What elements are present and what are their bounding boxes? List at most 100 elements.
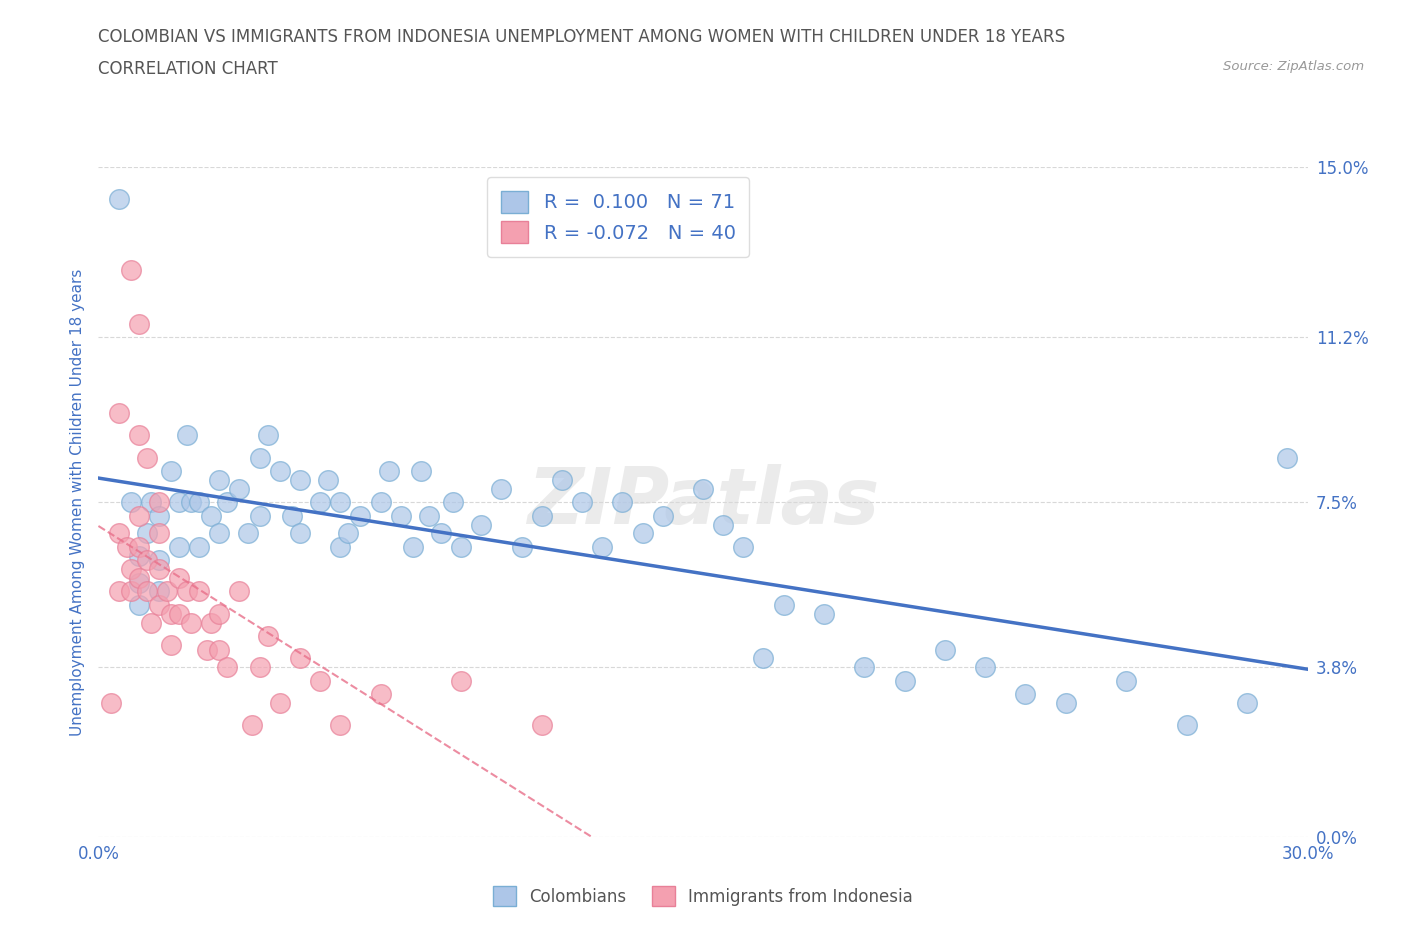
Point <box>167 606 190 621</box>
Point <box>337 526 360 541</box>
Legend: Colombians, Immigrants from Indonesia: Colombians, Immigrants from Indonesia <box>486 880 920 912</box>
Point <box>1014 686 1036 701</box>
Point <box>200 616 222 631</box>
Point <box>288 526 311 541</box>
Point <box>329 718 352 733</box>
Point <box>349 508 371 523</box>
Point <box>1277 450 1299 465</box>
Point <box>530 718 553 733</box>
Point <box>612 495 634 510</box>
Point <box>160 463 183 478</box>
Point <box>236 526 259 541</box>
Text: ZIPatlas: ZIPatlas <box>527 464 879 540</box>
Point <box>370 686 392 701</box>
Y-axis label: Unemployment Among Women with Children Under 18 years: Unemployment Among Women with Children U… <box>69 269 84 736</box>
Point <box>128 571 150 586</box>
Point <box>156 584 179 599</box>
Point <box>148 597 170 612</box>
Point <box>772 597 794 612</box>
Point <box>208 472 231 487</box>
Point <box>1054 696 1077 711</box>
Point <box>256 428 278 443</box>
Point <box>491 482 513 497</box>
Point <box>135 584 157 599</box>
Point <box>180 495 202 510</box>
Point <box>217 495 239 510</box>
Point <box>288 472 311 487</box>
Point <box>402 539 425 554</box>
Point <box>631 526 654 541</box>
Point <box>309 673 332 688</box>
Point <box>281 508 304 523</box>
Point <box>128 575 150 590</box>
Point <box>389 508 412 523</box>
Point <box>115 539 138 554</box>
Point <box>853 660 876 675</box>
Point <box>120 584 142 599</box>
Point <box>269 696 291 711</box>
Point <box>228 482 250 497</box>
Point <box>188 539 211 554</box>
Point <box>188 495 211 510</box>
Point <box>1175 718 1198 733</box>
Point <box>107 584 129 599</box>
Point <box>128 508 150 523</box>
Point <box>329 495 352 510</box>
Point <box>217 660 239 675</box>
Point <box>128 539 150 554</box>
Point <box>160 606 183 621</box>
Point <box>208 642 231 657</box>
Point <box>128 316 150 331</box>
Point <box>200 508 222 523</box>
Legend: R =  0.100   N = 71, R = -0.072   N = 40: R = 0.100 N = 71, R = -0.072 N = 40 <box>488 177 749 257</box>
Point <box>195 642 218 657</box>
Point <box>1236 696 1258 711</box>
Point <box>100 696 122 711</box>
Point <box>148 508 170 523</box>
Point <box>470 517 492 532</box>
Point <box>249 508 271 523</box>
Point <box>228 584 250 599</box>
Point <box>139 495 162 510</box>
Point <box>651 508 673 523</box>
Point <box>934 642 956 657</box>
Point <box>148 495 170 510</box>
Point <box>249 660 271 675</box>
Text: Source: ZipAtlas.com: Source: ZipAtlas.com <box>1223 60 1364 73</box>
Point <box>148 552 170 567</box>
Point <box>752 651 775 666</box>
Point <box>510 539 533 554</box>
Point <box>377 463 399 478</box>
Point <box>269 463 291 478</box>
Point <box>107 526 129 541</box>
Point <box>107 192 129 206</box>
Point <box>893 673 915 688</box>
Point <box>188 584 211 599</box>
Point <box>974 660 997 675</box>
Point <box>329 539 352 554</box>
Point <box>733 539 755 554</box>
Point <box>711 517 734 532</box>
Point <box>160 638 183 653</box>
Point <box>591 539 613 554</box>
Point <box>120 495 142 510</box>
Point <box>256 629 278 644</box>
Point <box>450 673 472 688</box>
Point <box>249 450 271 465</box>
Point <box>571 495 593 510</box>
Point <box>135 552 157 567</box>
Point <box>128 597 150 612</box>
Point <box>288 651 311 666</box>
Point <box>418 508 440 523</box>
Point <box>370 495 392 510</box>
Point <box>128 428 150 443</box>
Point <box>551 472 574 487</box>
Point <box>107 405 129 420</box>
Point <box>148 562 170 577</box>
Point <box>167 539 190 554</box>
Point <box>409 463 432 478</box>
Point <box>180 616 202 631</box>
Point <box>128 549 150 564</box>
Point <box>167 571 190 586</box>
Point <box>441 495 464 510</box>
